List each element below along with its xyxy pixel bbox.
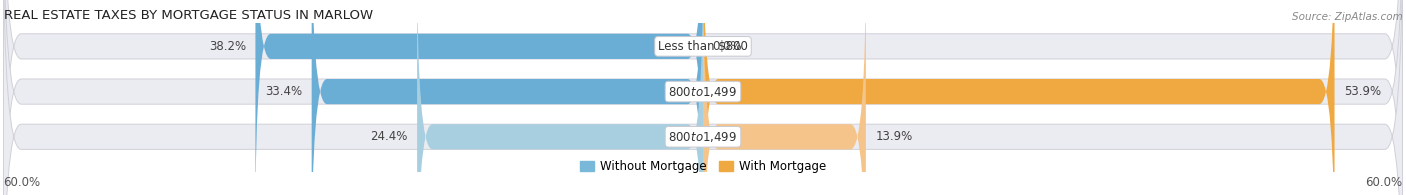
Text: 53.9%: 53.9% — [1344, 85, 1381, 98]
Text: 13.9%: 13.9% — [875, 130, 912, 143]
FancyBboxPatch shape — [703, 0, 1334, 195]
FancyBboxPatch shape — [3, 0, 1403, 195]
FancyBboxPatch shape — [3, 0, 1403, 195]
Text: 0.0%: 0.0% — [713, 40, 742, 53]
FancyBboxPatch shape — [703, 0, 866, 195]
Text: Source: ZipAtlas.com: Source: ZipAtlas.com — [1292, 12, 1403, 22]
FancyBboxPatch shape — [256, 0, 703, 195]
Text: $800 to $1,499: $800 to $1,499 — [668, 130, 738, 144]
FancyBboxPatch shape — [418, 0, 703, 195]
Text: 60.0%: 60.0% — [3, 176, 41, 189]
Text: Less than $800: Less than $800 — [658, 40, 748, 53]
Text: 24.4%: 24.4% — [370, 130, 408, 143]
Text: REAL ESTATE TAXES BY MORTGAGE STATUS IN MARLOW: REAL ESTATE TAXES BY MORTGAGE STATUS IN … — [3, 9, 373, 22]
FancyBboxPatch shape — [3, 0, 1403, 195]
FancyBboxPatch shape — [312, 0, 703, 195]
Legend: Without Mortgage, With Mortgage: Without Mortgage, With Mortgage — [575, 155, 831, 178]
Text: 60.0%: 60.0% — [1365, 176, 1403, 189]
Text: 33.4%: 33.4% — [266, 85, 302, 98]
Text: $800 to $1,499: $800 to $1,499 — [668, 85, 738, 98]
Text: 38.2%: 38.2% — [209, 40, 246, 53]
